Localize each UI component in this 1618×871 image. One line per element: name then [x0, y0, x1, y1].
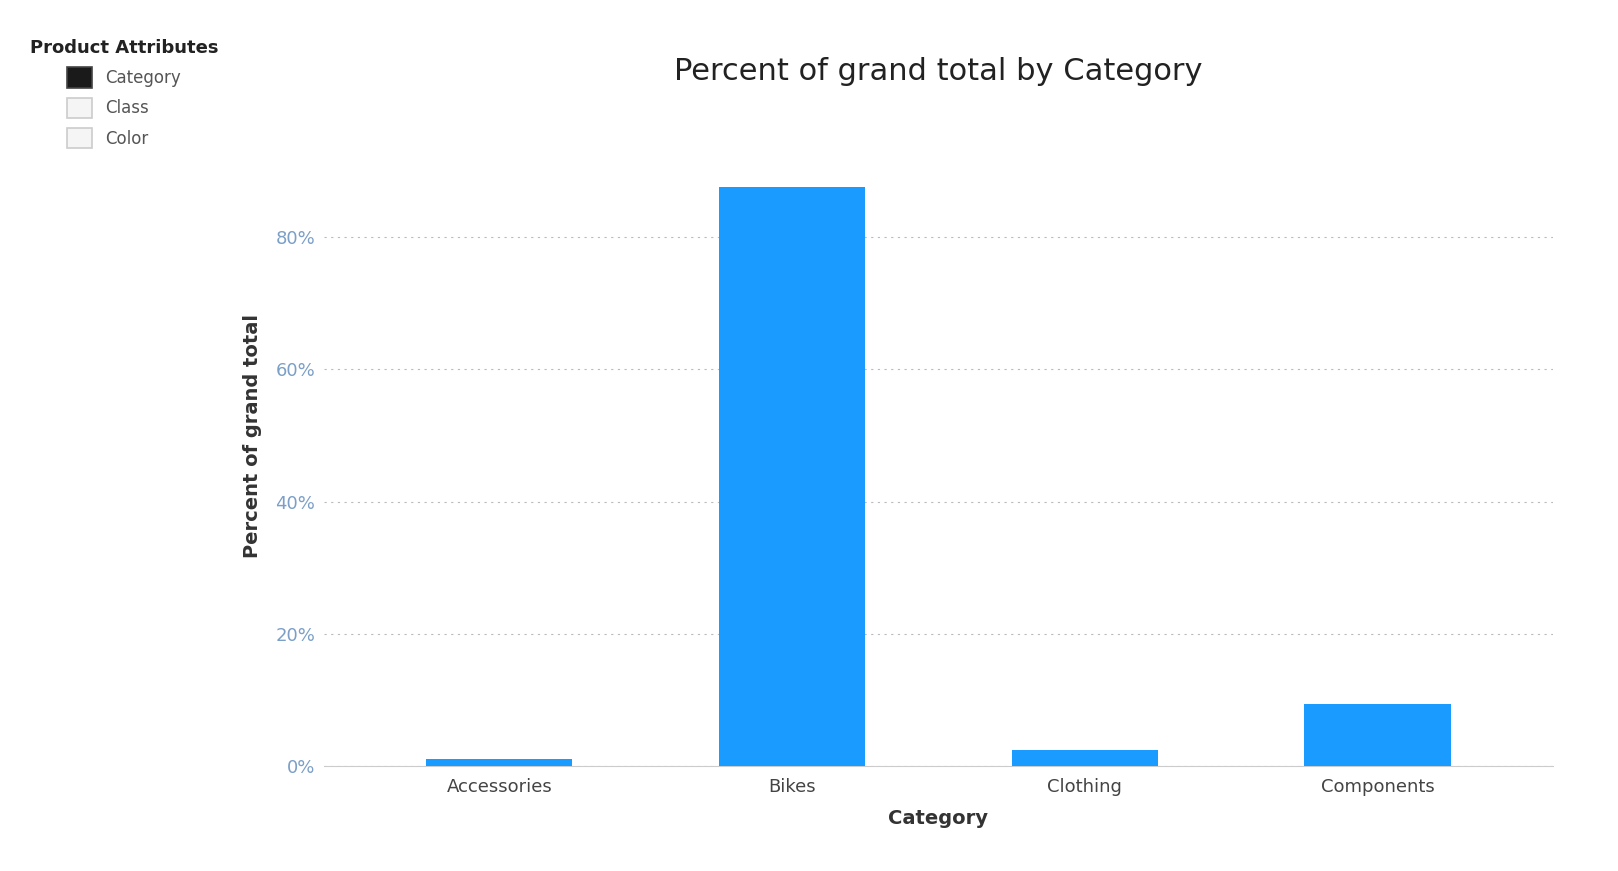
Bar	[1304, 704, 1451, 766]
Legend: Category, Class, Color: Category, Class, Color	[24, 35, 223, 153]
Bar	[426, 759, 573, 766]
X-axis label: Category: Category	[888, 809, 989, 828]
Bar	[718, 187, 866, 766]
Title: Percent of grand total by Category: Percent of grand total by Category	[675, 57, 1202, 85]
Y-axis label: Percent of grand total: Percent of grand total	[243, 314, 262, 557]
Bar	[1011, 750, 1158, 766]
